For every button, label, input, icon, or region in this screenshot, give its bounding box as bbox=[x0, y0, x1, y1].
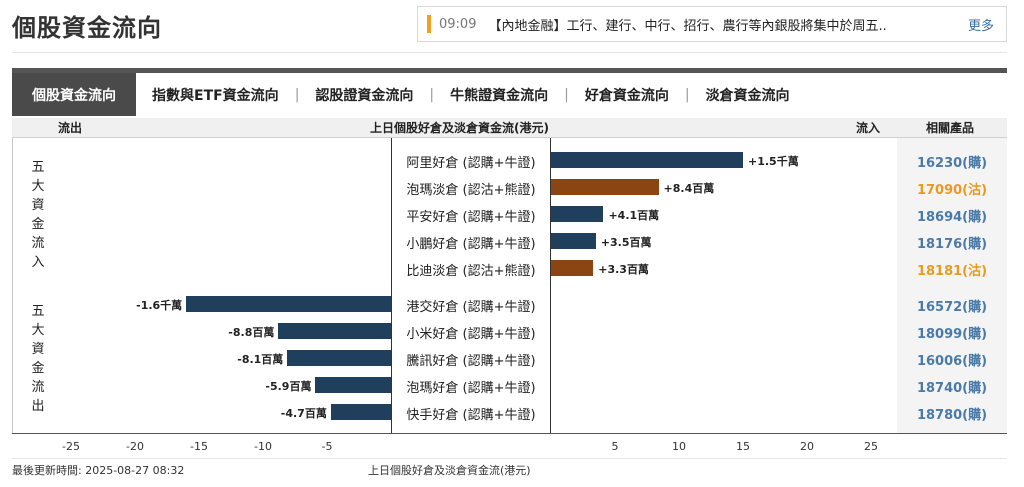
news-more-link[interactable]: 更多 bbox=[967, 18, 994, 34]
footer-divider bbox=[12, 458, 1007, 459]
bar-value-label-2: +4.1百萬 bbox=[608, 209, 660, 222]
products-column bbox=[897, 138, 1007, 433]
x-tick-label-4: -5 bbox=[321, 440, 333, 453]
row-label-1: 泡瑪淡倉 (認沽+熊證) bbox=[406, 183, 536, 198]
flow-bar-0 bbox=[551, 152, 743, 168]
chart-header-band bbox=[12, 118, 1007, 138]
bar-value-label-7: -8.1百萬 bbox=[237, 353, 284, 366]
product-link-0[interactable]: 16230(購) bbox=[916, 156, 988, 171]
chart-title: 上日個股好倉及淡倉資金流(港元) bbox=[370, 121, 549, 135]
inflow-group-label: 五大資 金流入 bbox=[31, 160, 45, 270]
flow-bar-1 bbox=[551, 179, 659, 195]
product-link-9[interactable]: 18780(購) bbox=[916, 408, 988, 423]
flow-bar-3 bbox=[551, 233, 596, 249]
inflow-header: 流入 bbox=[856, 121, 881, 135]
x-tick-label-0: -25 bbox=[62, 440, 80, 453]
tab-bear-flow[interactable]: 淡倉資金流向 bbox=[705, 87, 790, 104]
tab-separator: | bbox=[684, 86, 690, 103]
bar-value-label-3: +3.5百萬 bbox=[600, 236, 652, 249]
tab-stock-flow[interactable]: 個股資金流向 bbox=[12, 73, 136, 116]
x-tick-label-6: 10 bbox=[672, 440, 686, 453]
product-link-6[interactable]: 18099(購) bbox=[916, 327, 988, 342]
outflow-header: 流出 bbox=[58, 121, 83, 135]
product-link-4[interactable]: 18181(沽) bbox=[916, 264, 988, 279]
flow-bar-2 bbox=[551, 206, 604, 222]
x-axis-line bbox=[12, 433, 1007, 434]
news-accent-bar bbox=[427, 15, 431, 33]
bar-value-label-0: +1.5千萬 bbox=[748, 155, 799, 168]
product-link-3[interactable]: 18176(購) bbox=[916, 237, 988, 252]
tab-separator: | bbox=[429, 86, 435, 103]
flow-bar-4 bbox=[551, 260, 594, 276]
tab-warrant-flow[interactable]: 認股證資金流向 bbox=[315, 87, 414, 104]
tab-index-etf-flow[interactable]: 指數與ETF資金流向 bbox=[152, 87, 279, 104]
x-tick-label-3: -10 bbox=[254, 440, 272, 453]
product-link-1[interactable]: 17090(沽) bbox=[916, 183, 988, 198]
product-link-2[interactable]: 18694(購) bbox=[916, 210, 988, 225]
row-label-5: 港交好倉 (認購+牛證) bbox=[406, 300, 536, 315]
outflow-group-label: 五大資 金流出 bbox=[31, 304, 45, 414]
flow-bar-6 bbox=[278, 323, 391, 339]
tab-separator: | bbox=[564, 86, 569, 103]
x-tick-label-1: -20 bbox=[126, 440, 144, 453]
news-headline-link[interactable]: 【內地金融】工行、建行、中行、招行、農行等內銀股將集中於周五... bbox=[488, 18, 889, 34]
x-tick-label-2: -15 bbox=[190, 440, 208, 453]
tab-separator: | bbox=[294, 86, 300, 103]
x-tick-label-7: 15 bbox=[736, 440, 750, 453]
x-tick-label-5: 5 bbox=[611, 440, 619, 453]
x-tick-label-9: 25 bbox=[864, 440, 878, 453]
product-link-7[interactable]: 16006(購) bbox=[916, 354, 988, 369]
row-label-9: 快手好倉 (認購+牛證) bbox=[406, 408, 536, 423]
tab-bull-flow[interactable]: 好倉資金流向 bbox=[584, 87, 669, 104]
chart-caption: 上日個股好倉及淡倉資金流(港元) bbox=[368, 464, 531, 477]
row-label-8: 泡瑪好倉 (認購+牛證) bbox=[406, 381, 536, 396]
row-label-2: 平安好倉 (認購+牛證) bbox=[406, 210, 536, 225]
label-column-right-line bbox=[550, 138, 551, 433]
flow-bar-5 bbox=[186, 296, 391, 312]
label-column-left-line bbox=[391, 138, 392, 433]
bar-value-label-8: -5.9百萬 bbox=[265, 380, 312, 393]
title-divider bbox=[12, 52, 1007, 53]
flow-bar-9 bbox=[330, 404, 391, 420]
row-label-0: 阿里好倉 (認購+牛證) bbox=[406, 156, 536, 171]
row-label-4: 比迪淡倉 (認沽+熊證) bbox=[406, 264, 536, 279]
x-tick-label-8: 20 bbox=[800, 440, 814, 453]
tab-cbbc-flow[interactable]: 牛熊證資金流向 bbox=[450, 87, 549, 104]
bar-value-label-4: +3.3百萬 bbox=[598, 263, 649, 276]
products-header: 相關產品 bbox=[926, 121, 975, 135]
news-time: 09:09 bbox=[439, 16, 477, 32]
bar-value-label-6: -8.8百萬 bbox=[228, 326, 275, 339]
product-link-5[interactable]: 16572(購) bbox=[916, 300, 988, 315]
flow-bar-7 bbox=[287, 350, 391, 366]
bar-value-label-5: -1.6千萬 bbox=[136, 299, 183, 312]
flow-bar-8 bbox=[315, 377, 391, 393]
news-ticker[interactable]: 09:09 【內地金融】工行、建行、中行、招行、農行等內銀股將集中於周五... … bbox=[417, 6, 1007, 42]
last-updated: 最後更新時間: 2025-08-27 08:32 bbox=[12, 464, 185, 477]
row-label-3: 小鵬好倉 (認購+牛證) bbox=[406, 237, 536, 252]
page-title: 個股資金流向 bbox=[12, 14, 162, 42]
chart-left-border bbox=[12, 138, 13, 433]
tab-bar: 個股資金流向 指數與ETF資金流向 | 認股證資金流向 | 牛熊證資金流向 | … bbox=[12, 68, 1007, 116]
bar-value-label-1: +8.4百萬 bbox=[663, 182, 715, 195]
product-link-8[interactable]: 18740(購) bbox=[916, 381, 988, 396]
bar-value-label-9: -4.7百萬 bbox=[280, 407, 327, 420]
row-label-7: 騰訊好倉 (認購+牛證) bbox=[406, 354, 536, 369]
row-label-6: 小米好倉 (認購+牛證) bbox=[406, 327, 536, 342]
